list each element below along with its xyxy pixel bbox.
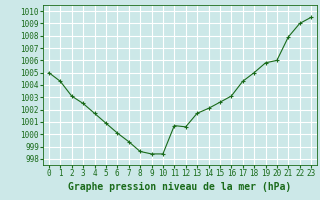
- X-axis label: Graphe pression niveau de la mer (hPa): Graphe pression niveau de la mer (hPa): [68, 182, 292, 192]
